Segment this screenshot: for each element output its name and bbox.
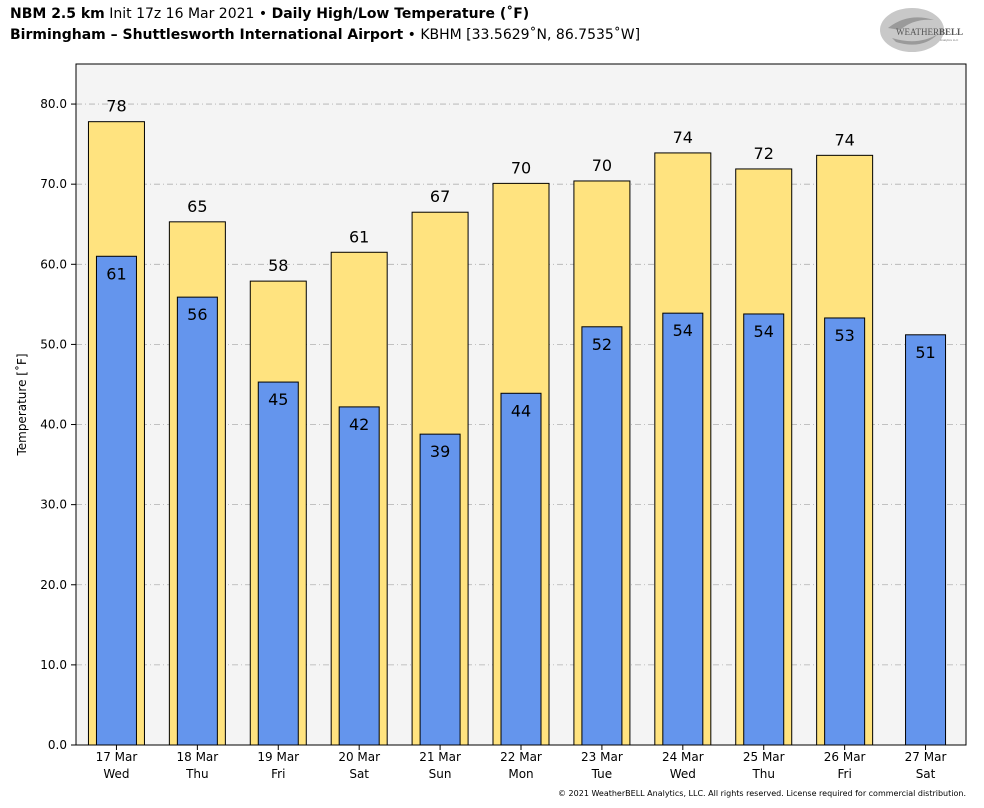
low-temp-label: 54 — [673, 321, 693, 340]
y-tick-label: 0.0 — [48, 738, 67, 752]
high-temp-label: 74 — [834, 130, 854, 149]
x-tick-day: Wed — [103, 767, 129, 781]
title-bullet: • — [258, 6, 268, 22]
x-tick-day: Fri — [837, 767, 851, 781]
low-temp-label: 53 — [834, 326, 854, 345]
x-tick-day: Mon — [508, 767, 533, 781]
high-temp-label: 58 — [268, 256, 288, 275]
x-tick-day: Thu — [185, 767, 209, 781]
high-temp-label: 61 — [349, 227, 369, 246]
low-temp-label: 45 — [268, 390, 288, 409]
high-temp-label: 70 — [511, 158, 531, 177]
x-tick-date: 18 Mar — [176, 750, 218, 764]
low-temp-label: 56 — [187, 305, 207, 324]
plot-frame — [75, 63, 967, 746]
low-temp-bar — [500, 392, 542, 746]
high-temp-label: 70 — [592, 156, 612, 175]
low-temp-bar — [824, 317, 866, 746]
x-tick-day: Sat — [349, 767, 369, 781]
x-tick-date: 26 Mar — [824, 750, 866, 764]
x-tick-day: Wed — [670, 767, 696, 781]
bar-series — [87, 121, 947, 746]
low-temp-bar — [95, 255, 137, 746]
axes: 0.0 10.0 20.0 30.0 40.0 50.0 60.0 70.0 80.0 Tempe… — [14, 63, 967, 781]
low-temp-bar — [662, 312, 704, 746]
y-tick-label: 10.0 — [40, 658, 67, 672]
low-temp-bar — [176, 296, 218, 746]
high-temp-label: 65 — [187, 197, 207, 216]
copyright-notice: © 2021 WeatherBELL Analytics, LLC. All r… — [558, 789, 966, 798]
low-temp-label: 39 — [430, 442, 450, 461]
low-temp-label: 52 — [592, 335, 612, 354]
y-tick-label: 70.0 — [40, 177, 67, 191]
low-temp-bar — [338, 406, 380, 746]
x-tick-day: Sat — [916, 767, 936, 781]
x-tick-date: 20 Mar — [338, 750, 380, 764]
high-temp-label: 74 — [673, 128, 693, 147]
y-axis-label: Temperature [˚F] — [14, 353, 29, 456]
y-tick-label: 80.0 — [40, 97, 67, 111]
x-tick-date: 17 Mar — [96, 750, 138, 764]
low-temp-label: 44 — [511, 401, 531, 420]
weatherbell-logo: WEATHERBELL Analytics LLC — [880, 8, 963, 52]
x-tick-day: Tue — [591, 767, 613, 781]
logo-subtext: Analytics LLC — [940, 38, 959, 42]
high-temp-label: 72 — [754, 144, 774, 163]
low-temp-bar — [905, 334, 947, 746]
station-name: Birmingham – Shuttlesworth International… — [10, 27, 404, 43]
init-time: Init 17z 16 Mar 2021 — [109, 6, 255, 22]
x-tick-date: 27 Mar — [905, 750, 947, 764]
y-tick-label: 30.0 — [40, 498, 67, 512]
low-temp-bar — [743, 313, 785, 746]
title-bullet-2: • — [407, 27, 416, 43]
x-tick-date: 23 Mar — [581, 750, 623, 764]
low-temp-bar — [419, 433, 461, 746]
y-tick-label: 20.0 — [40, 578, 67, 592]
x-tick-day: Fri — [271, 767, 285, 781]
low-temp-bar — [257, 381, 299, 746]
x-tick-date: 25 Mar — [743, 750, 785, 764]
value-labels: 78 61 65 56 58 45 61 42 67 39 70 44 70 52 74 54 72 54 74 53… — [106, 97, 935, 461]
low-temp-bar — [581, 326, 623, 746]
model-name: NBM 2.5 km — [10, 6, 105, 22]
x-tick-date: 24 Mar — [662, 750, 704, 764]
y-tick-label: 60.0 — [40, 257, 67, 271]
low-temp-label: 42 — [349, 415, 369, 434]
station-info: KBHM [33.5629˚N, 86.7535˚W] — [420, 27, 641, 43]
low-temp-label: 51 — [915, 343, 935, 362]
x-tick-date: 21 Mar — [419, 750, 461, 764]
high-temp-label: 67 — [430, 187, 450, 206]
x-tick-day: Sun — [429, 767, 452, 781]
product-name: Daily High/Low Temperature (˚F) — [271, 6, 530, 22]
high-temp-label: 78 — [106, 97, 126, 116]
y-tick-label: 40.0 — [40, 418, 67, 432]
x-tick-date: 22 Mar — [500, 750, 542, 764]
logo-text: WEATHERBELL — [896, 27, 963, 37]
chart-title-line-2: Birmingham – Shuttlesworth International… — [10, 27, 640, 43]
x-tick-date: 19 Mar — [257, 750, 299, 764]
low-temp-label: 61 — [106, 264, 126, 283]
low-temp-label: 54 — [754, 322, 774, 341]
chart-title-line-1: NBM 2.5 km Init 17z 16 Mar 2021 • Daily … — [10, 6, 529, 22]
x-tick-day: Thu — [751, 767, 775, 781]
y-tick-label: 50.0 — [40, 337, 67, 351]
